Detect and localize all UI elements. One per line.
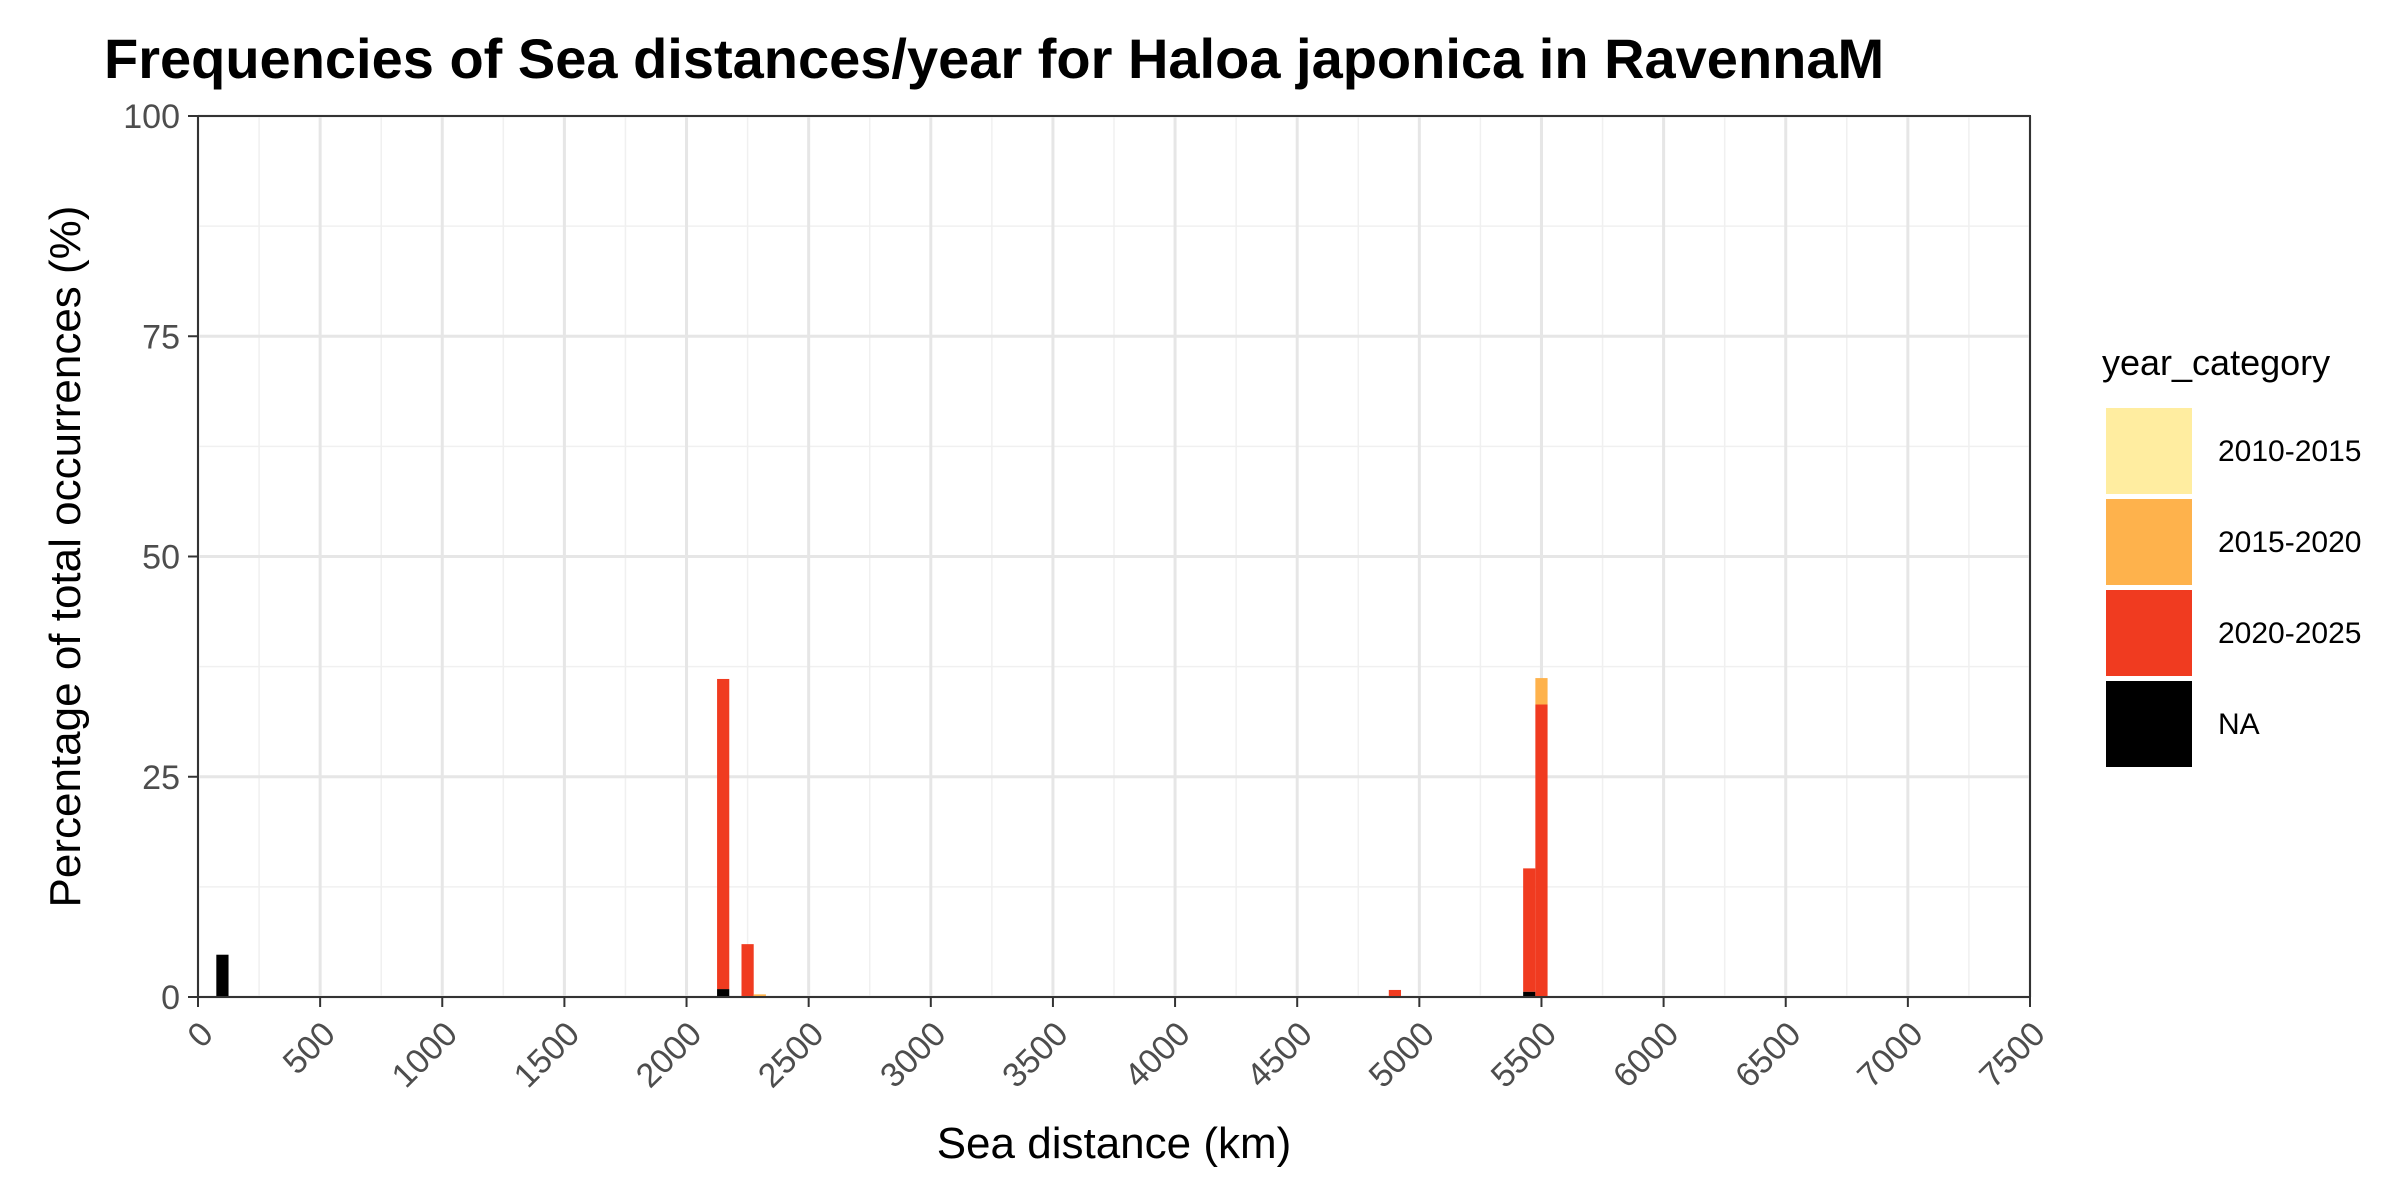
- y-tick-label: 25: [142, 759, 180, 797]
- bar-2020-2025: [1535, 704, 1548, 997]
- x-tick-label: 500: [276, 1015, 343, 1082]
- x-tick-label: 1500: [507, 1015, 587, 1095]
- legend-title: year_category: [2102, 342, 2330, 383]
- y-tick-label: 0: [161, 979, 180, 1017]
- bar-2015-2020: [1535, 678, 1548, 705]
- bar-na: [1523, 991, 1536, 997]
- y-tick-label: 50: [142, 539, 180, 577]
- y-axis-title: Percentage of total occurrences (%): [41, 206, 90, 908]
- x-tick-label: 3500: [995, 1015, 1075, 1095]
- y-tick-label: 75: [142, 318, 180, 356]
- x-tick-label: 1000: [385, 1015, 465, 1095]
- x-tick-label: 5500: [1484, 1015, 1564, 1095]
- bar-2020-2025: [1388, 989, 1402, 997]
- legend-key-2020-2025: [2106, 590, 2192, 676]
- bar-na: [216, 954, 229, 997]
- legend-label-2010-2015: 2010-2015: [2218, 435, 2361, 468]
- bars: [216, 678, 1548, 997]
- bar-2020-2025: [1523, 868, 1536, 992]
- x-tick-label: 5000: [1362, 1015, 1442, 1095]
- x-tick-label: 7500: [1972, 1015, 2052, 1095]
- x-tick-label: 4000: [1117, 1015, 1197, 1095]
- x-tick-label: 2000: [629, 1015, 709, 1095]
- x-tick-label: 7000: [1850, 1015, 1930, 1095]
- x-tick-label: 6000: [1606, 1015, 1686, 1095]
- chart-title: Frequencies of Sea distances/year for Ha…: [104, 27, 1884, 90]
- legend-key-na: [2106, 681, 2192, 767]
- x-tick-label: 0: [180, 1015, 220, 1055]
- legend-key-2015-2020: [2106, 499, 2192, 585]
- bar-2020-2025: [717, 678, 730, 990]
- legend-label-2015-2020: 2015-2020: [2218, 526, 2361, 559]
- x-tick-label: 4500: [1239, 1015, 1319, 1095]
- legend-key-2010-2015: [2106, 408, 2192, 494]
- bar-2020-2025: [741, 944, 754, 997]
- x-tick-label: 3000: [873, 1015, 953, 1095]
- bar-na: [717, 989, 730, 997]
- bar-2015-2020: [753, 994, 766, 997]
- grid: [196, 114, 2032, 999]
- x-axis-title: Sea distance (km): [937, 1119, 1292, 1168]
- x-tick-label: 2500: [751, 1015, 831, 1095]
- x-tick-label: 6500: [1728, 1015, 1808, 1095]
- legend-label-na: NA: [2218, 708, 2260, 741]
- legend: year_category 2010-2015 2015-2020 2020-202…: [2102, 342, 2361, 767]
- y-tick-label: 100: [123, 98, 180, 136]
- legend-label-2020-2025: 2020-2025: [2218, 617, 2361, 650]
